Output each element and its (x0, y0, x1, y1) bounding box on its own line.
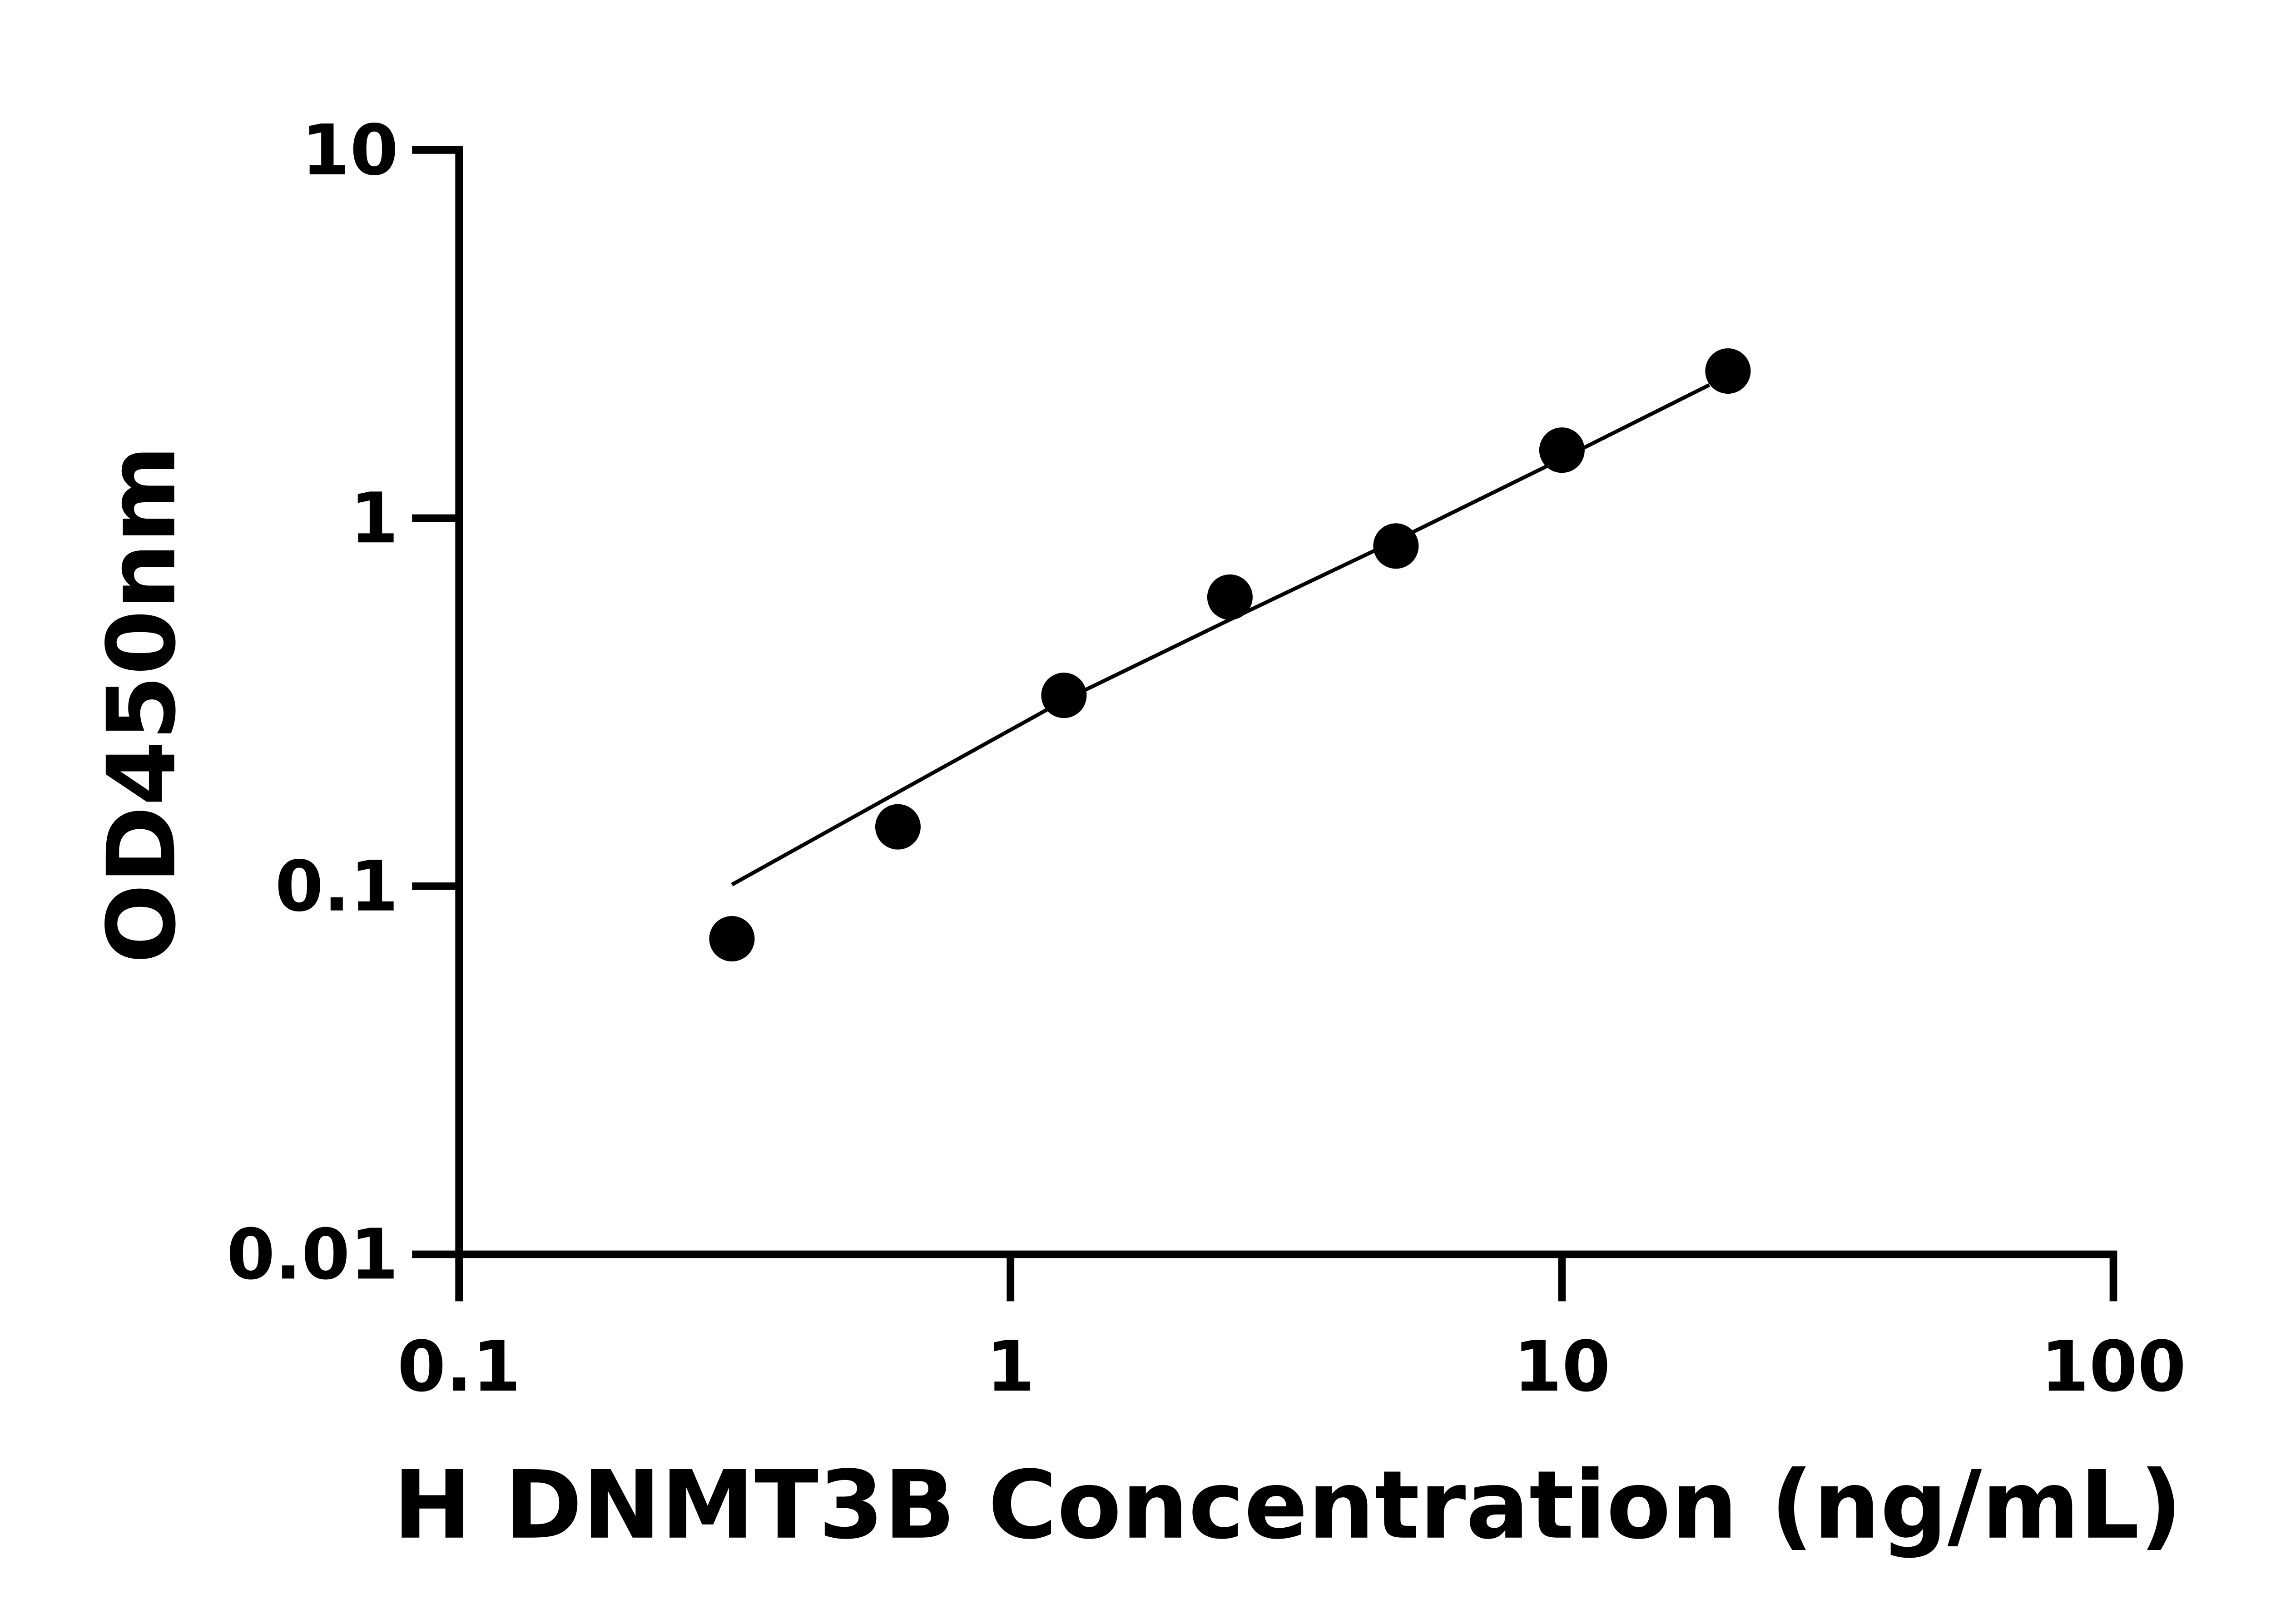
data-point (1207, 574, 1253, 620)
data-point (1705, 348, 1751, 394)
x-tick-label: 10 (1513, 1327, 1611, 1407)
x-tick-label: 1 (986, 1327, 1035, 1407)
data-point (875, 804, 921, 850)
x-axis-title: H DNMT3B Concentration (ng/mL) (393, 1451, 2182, 1560)
data-point (709, 916, 755, 962)
data-point (1539, 427, 1585, 473)
y-tick-label: 10 (302, 110, 399, 191)
y-tick-label: 0.01 (227, 1214, 399, 1295)
y-tick-label: 0.1 (275, 847, 398, 927)
y-axis-title: OD450nm (87, 445, 197, 964)
y-tick-label: 1 (350, 478, 398, 559)
x-tick-label: 0.1 (397, 1327, 521, 1407)
data-point (1373, 523, 1419, 569)
x-tick-label: 100 (2041, 1327, 2186, 1407)
data-point (1041, 673, 1087, 718)
